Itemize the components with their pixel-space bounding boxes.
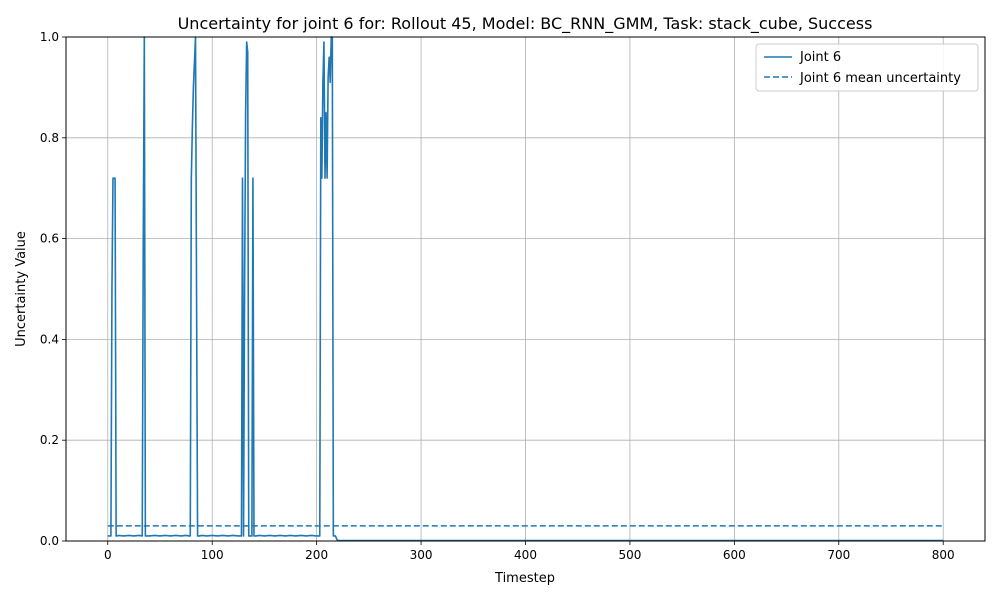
x-axis-label: Timestep	[494, 571, 555, 586]
legend-label-mean: Joint 6 mean uncertainty	[799, 71, 961, 86]
x-tick-label: 400	[514, 548, 537, 562]
y-tick-label: 1.0	[40, 30, 59, 44]
y-tick-label: 0.4	[40, 332, 59, 346]
y-tick-label: 0.2	[40, 433, 59, 447]
x-tick-label: 800	[932, 548, 955, 562]
series-line-joint-6	[107, 36, 944, 542]
y-tick-label: 0.8	[40, 131, 59, 145]
legend: Joint 6 Joint 6 mean uncertainty	[755, 43, 979, 92]
chart-title: Uncertainty for joint 6 for: Rollout 45,…	[178, 14, 873, 34]
tick-layer: 0 100 200 300 400 500 600 700 800 0.0 0.2 0.4 0.6 0.8…	[40, 30, 955, 562]
x-tick-label: 0	[104, 548, 112, 562]
x-tick-label: 200	[305, 548, 328, 562]
x-tick-label: 100	[201, 548, 224, 562]
x-tick-label: 500	[618, 548, 641, 562]
y-axis-label: Uncertainty Value	[14, 231, 29, 347]
series-layer	[107, 36, 944, 542]
legend-box	[755, 43, 979, 92]
y-tick-label: 0.6	[40, 232, 59, 246]
legend-label-joint-6: Joint 6	[799, 50, 841, 65]
x-tick-label: 700	[827, 548, 850, 562]
x-tick-label: 300	[410, 548, 433, 562]
y-tick-label: 0.0	[40, 534, 59, 548]
x-tick-label: 600	[723, 548, 746, 562]
